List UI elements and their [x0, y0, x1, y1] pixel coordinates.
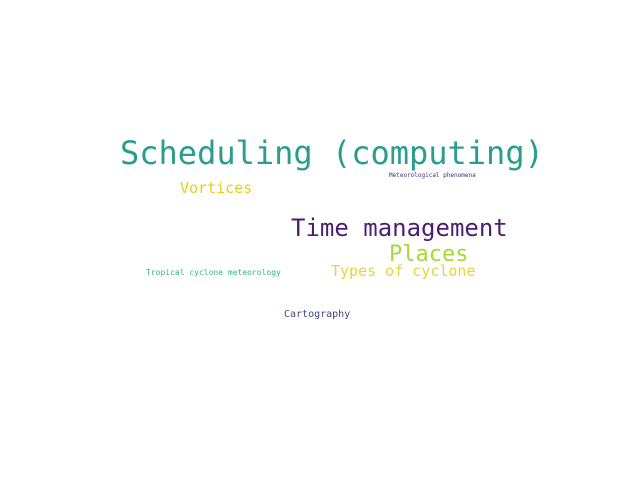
word-cartography: Cartography: [284, 309, 351, 320]
word-vortices: Vortices: [180, 179, 253, 197]
word-tropical-cyclone-meteorology: Tropical cyclone meteorology: [146, 268, 281, 277]
word-places: Places: [389, 242, 469, 267]
word-meteorological-phenomena: Meteorological phenomena: [389, 172, 476, 179]
word-types-of-cyclone: Types of cyclone: [331, 262, 476, 280]
word-time-management: Time management: [291, 214, 508, 242]
word-scheduling-computing: Scheduling (computing): [120, 134, 544, 172]
